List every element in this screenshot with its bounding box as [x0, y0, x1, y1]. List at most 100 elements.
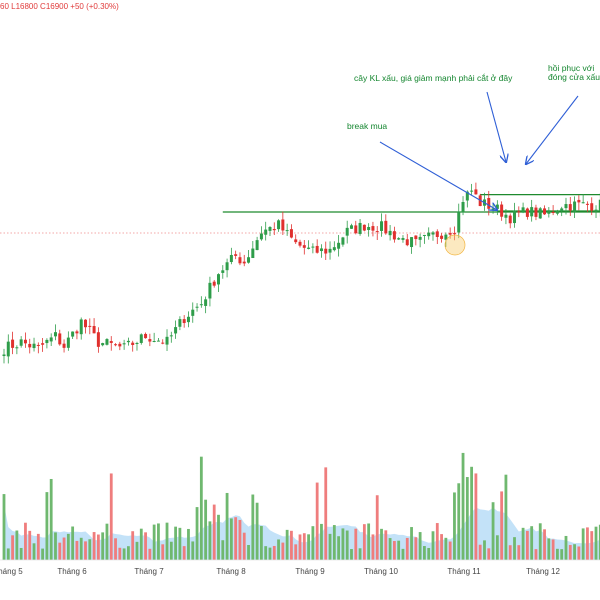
candle: [362, 224, 366, 232]
volume-bar: [6, 548, 10, 560]
candle: [551, 205, 555, 216]
volume-bar: [354, 528, 358, 560]
candle: [410, 237, 414, 254]
volume-bar: [405, 537, 409, 560]
candle: [345, 220, 349, 244]
volume-bar: [371, 534, 375, 560]
volume-bar: [465, 477, 469, 560]
volume-bar: [204, 499, 208, 560]
volume-bar: [384, 530, 388, 560]
candle: [109, 336, 113, 351]
volume-bar: [345, 530, 349, 560]
candle: [594, 205, 598, 219]
arrow-cay-kl: [486, 91, 506, 162]
candle: [422, 234, 426, 244]
volume-bar: [328, 533, 332, 560]
candle: [500, 201, 504, 221]
candle: [349, 223, 353, 230]
volume-bar: [195, 507, 199, 560]
candle: [238, 252, 242, 266]
candle: [58, 329, 62, 346]
candle: [573, 196, 577, 218]
volume-bar: [24, 522, 27, 560]
volume-bar: [238, 519, 242, 560]
candle: [126, 337, 130, 346]
volume-bar: [199, 456, 203, 560]
volume-bar: [144, 532, 147, 560]
volume-bar: [187, 528, 190, 560]
volume-bar: [157, 523, 160, 560]
volume-bar: [448, 541, 452, 560]
volume-bar: [247, 544, 250, 560]
candle: [251, 240, 255, 259]
candle: [92, 318, 96, 334]
candle: [418, 233, 422, 248]
candle: [139, 333, 143, 345]
volume-bar: [49, 478, 53, 560]
volume-bar: [530, 526, 534, 560]
x-tick-label: Tháng 5: [0, 567, 23, 576]
candle: [452, 226, 456, 241]
volume-bar: [517, 545, 521, 560]
candle: [88, 318, 92, 335]
candle: [234, 250, 238, 260]
candle: [247, 250, 251, 264]
candle: [525, 207, 529, 220]
volume-bar: [105, 523, 109, 560]
candle: [337, 235, 341, 257]
volume-bar: [423, 546, 426, 560]
volume-bar: [461, 452, 465, 560]
candle: [178, 316, 182, 331]
volume-bar: [440, 534, 443, 560]
volume-bar: [58, 542, 62, 560]
candle: [152, 332, 156, 343]
candle: [440, 233, 444, 243]
volume-bar: [513, 537, 516, 560]
volume-bar: [367, 523, 371, 560]
volume-bar: [500, 491, 504, 560]
volume-bar: [568, 545, 572, 560]
candle: [28, 338, 32, 354]
volume-bar: [88, 539, 92, 560]
candle: [259, 226, 263, 241]
candle: [41, 338, 45, 352]
candle: [401, 235, 405, 243]
candle: [49, 333, 53, 346]
candle: [156, 338, 160, 342]
volume-bar: [45, 492, 49, 560]
volume-bar: [341, 528, 345, 560]
candle: [11, 331, 15, 355]
volume-bar: [320, 523, 323, 560]
annotation-hoi-phuc-line1: hồi phục với: [548, 63, 595, 73]
candle: [328, 241, 332, 260]
candle: [272, 222, 276, 236]
candle: [319, 244, 323, 258]
volume-bar: [114, 538, 117, 560]
volume-bar: [504, 474, 508, 560]
volume-bar: [380, 528, 383, 560]
candle: [392, 226, 396, 243]
volume-bar: [101, 532, 105, 560]
candle: [105, 338, 109, 346]
volume-bar: [178, 527, 182, 560]
candle: [135, 341, 139, 351]
candle: [169, 331, 173, 343]
candle: [470, 183, 474, 195]
candle: [435, 229, 439, 245]
candle: [461, 196, 465, 216]
candle: [521, 202, 525, 214]
volume-bar: [96, 534, 100, 560]
volume-bar: [521, 527, 525, 560]
volume-bar: [495, 535, 499, 560]
volume-bar: [135, 541, 139, 560]
candle: [448, 227, 452, 239]
volume-bar: [264, 546, 268, 560]
candle: [212, 279, 216, 288]
candle: [427, 227, 431, 240]
candle: [332, 241, 336, 252]
candle: [118, 341, 122, 351]
volume-bar: [324, 467, 328, 560]
candle: [208, 276, 212, 307]
candle: [341, 236, 345, 247]
